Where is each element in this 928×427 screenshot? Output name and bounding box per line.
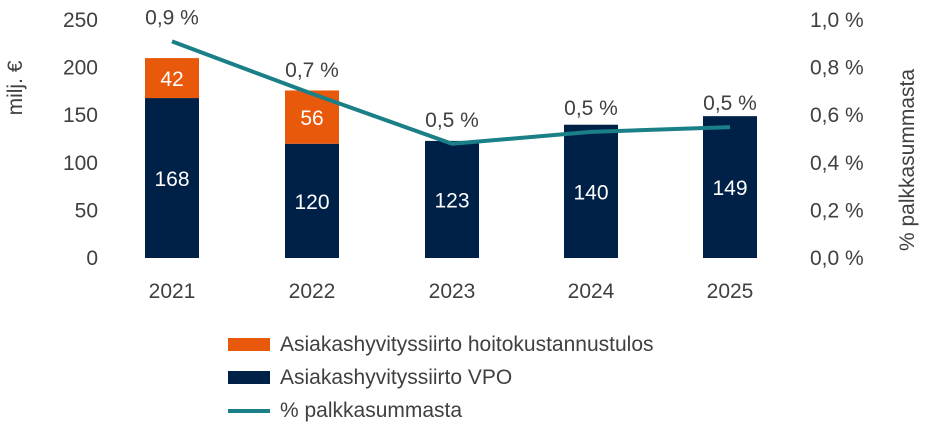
y-tick-left: 150 (63, 104, 98, 127)
y-tick-left: 250 (63, 9, 98, 32)
line-data-label: 0,5 % (564, 97, 618, 120)
line-palkkasummasta (171, 39, 731, 146)
bar-hoitokustannustulos (145, 58, 199, 99)
legend: Asiakashyvityssiirto hoitokustannustulos… (228, 328, 654, 427)
y-axis-title-left: milj. € (4, 60, 27, 115)
legend-swatch-orange (228, 338, 270, 351)
y-tick-right: 0,4 % (810, 152, 864, 175)
legend-label: Asiakashyvityssiirto hoitokustannustulos (280, 333, 654, 356)
line-data-label: 0,9 % (145, 6, 199, 29)
bar-vpo (145, 98, 199, 259)
x-axis-ticks: 2021 2022 2023 2024 2025 (149, 280, 754, 303)
y-tick-right: 1,0 % (810, 9, 864, 32)
legend-label: Asiakashyvityssiirto VPO (280, 366, 513, 389)
bar-label-vpo: 140 (573, 181, 608, 204)
y-tick-left: 100 (63, 152, 98, 175)
legend-item-hoitokustannustulos: Asiakashyvityssiirto hoitokustannustulos (228, 328, 654, 361)
bars: 168 42 120 56 123 140 149 (145, 58, 757, 259)
bar-vpo (425, 140, 479, 258)
y-tick-left: 50 (75, 199, 98, 222)
bar-label-hoitokustannustulos: 56 (300, 107, 323, 130)
bar-label-vpo: 123 (434, 189, 469, 212)
y-axis-title-right: % palkkasummasta (896, 69, 919, 251)
bar-vpo (285, 143, 339, 258)
legend-swatch-line (228, 408, 270, 413)
x-tick: 2022 (289, 280, 336, 303)
x-tick: 2024 (568, 280, 615, 303)
left-axis-ticks: 0 50 100 150 200 250 (63, 9, 98, 270)
line-data-label: 0,7 % (285, 59, 339, 82)
y-tick-right: 0,2 % (810, 199, 864, 222)
bar-vpo (703, 116, 757, 258)
bar-label-vpo: 149 (712, 177, 747, 200)
legend-label: % palkkasummasta (280, 399, 463, 422)
line-data-label: 0,5 % (703, 92, 757, 115)
y-tick-right: 0,0 % (810, 247, 864, 270)
line-layer: 0,9 % 0,7 % 0,5 % 0,5 % 0,5 % (145, 6, 757, 146)
bar-vpo (564, 124, 618, 258)
x-tick: 2025 (707, 280, 754, 303)
legend-item-vpo: Asiakashyvityssiirto VPO (228, 361, 654, 394)
y-tick-left: 0 (86, 247, 98, 270)
y-tick-left: 200 (63, 57, 98, 80)
bar-label-hoitokustannustulos: 42 (160, 68, 183, 91)
line-data-label: 0,5 % (425, 109, 479, 132)
bar-label-vpo: 168 (154, 168, 189, 191)
x-tick: 2023 (429, 280, 476, 303)
bar-label-vpo: 120 (294, 191, 329, 214)
y-tick-right: 0,6 % (810, 104, 864, 127)
legend-item-palkkasumma: % palkkasummasta (228, 394, 654, 427)
x-tick: 2021 (149, 280, 196, 303)
right-axis-ticks: 0,0 % 0,2 % 0,4 % 0,6 % 0,8 % 1,0 % (810, 9, 864, 270)
y-tick-right: 0,8 % (810, 57, 864, 80)
legend-swatch-navy (228, 371, 270, 384)
